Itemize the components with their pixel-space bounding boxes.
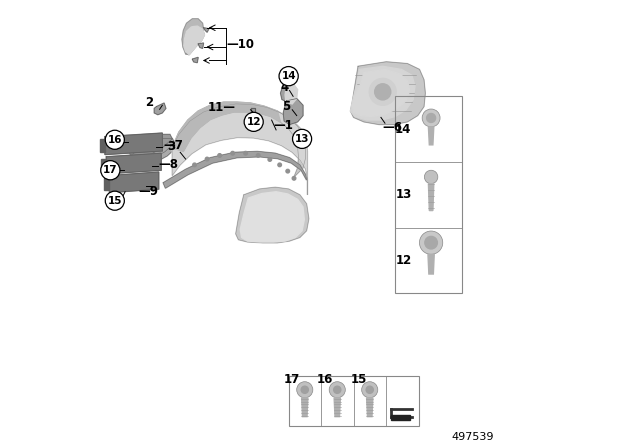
Text: 15: 15: [108, 196, 122, 206]
Circle shape: [333, 386, 341, 393]
Circle shape: [286, 169, 289, 173]
Circle shape: [424, 170, 438, 184]
Polygon shape: [285, 83, 298, 104]
Text: 2: 2: [145, 95, 153, 109]
Polygon shape: [280, 82, 296, 102]
Text: 16: 16: [108, 135, 122, 145]
Text: —7: —7: [163, 139, 183, 152]
Polygon shape: [128, 134, 172, 158]
Circle shape: [292, 177, 296, 180]
Polygon shape: [172, 104, 307, 195]
Text: 14: 14: [395, 123, 412, 136]
Polygon shape: [240, 192, 305, 242]
Text: —10: —10: [227, 38, 255, 52]
Text: 15: 15: [350, 373, 367, 387]
Text: 4: 4: [280, 81, 288, 94]
Polygon shape: [428, 254, 435, 274]
Circle shape: [244, 151, 248, 155]
Polygon shape: [133, 142, 177, 166]
Text: —8: —8: [159, 158, 179, 172]
Polygon shape: [351, 62, 425, 125]
Bar: [289, 376, 419, 426]
Polygon shape: [428, 127, 434, 145]
Polygon shape: [352, 69, 410, 116]
Polygon shape: [131, 138, 175, 162]
Polygon shape: [106, 153, 161, 174]
Text: 497539: 497539: [451, 432, 493, 442]
Polygon shape: [172, 102, 280, 151]
Circle shape: [374, 84, 391, 100]
Circle shape: [419, 231, 443, 254]
Circle shape: [425, 237, 437, 249]
Polygon shape: [367, 398, 373, 417]
Circle shape: [193, 163, 196, 167]
Polygon shape: [172, 102, 306, 177]
Text: 11—: 11—: [208, 101, 236, 114]
Polygon shape: [392, 415, 410, 420]
Circle shape: [369, 78, 396, 105]
Polygon shape: [154, 103, 166, 115]
Polygon shape: [109, 172, 159, 193]
Text: 12: 12: [246, 117, 261, 127]
Text: 17: 17: [284, 373, 300, 387]
Circle shape: [329, 382, 346, 398]
Text: 13: 13: [396, 188, 412, 202]
Circle shape: [297, 382, 313, 398]
Polygon shape: [284, 99, 303, 125]
Polygon shape: [101, 159, 106, 172]
Polygon shape: [198, 43, 204, 48]
Circle shape: [257, 154, 260, 157]
Text: 12: 12: [396, 254, 412, 267]
Text: —9: —9: [139, 185, 159, 198]
Polygon shape: [100, 139, 105, 152]
Polygon shape: [236, 187, 309, 243]
Circle shape: [268, 158, 271, 161]
Text: —6: —6: [383, 121, 403, 134]
Polygon shape: [204, 28, 209, 32]
Circle shape: [366, 386, 373, 393]
Text: 3: 3: [167, 140, 175, 154]
Text: 14: 14: [282, 71, 296, 81]
Polygon shape: [428, 184, 434, 211]
Polygon shape: [163, 151, 307, 188]
Text: 17: 17: [103, 165, 118, 175]
Circle shape: [218, 154, 221, 157]
Polygon shape: [182, 19, 204, 55]
Polygon shape: [251, 108, 255, 116]
Text: 16: 16: [317, 373, 333, 387]
Text: 13: 13: [295, 134, 309, 144]
Circle shape: [205, 157, 209, 161]
Circle shape: [362, 382, 378, 398]
Circle shape: [301, 386, 308, 393]
Polygon shape: [105, 133, 163, 155]
Polygon shape: [334, 398, 340, 417]
Circle shape: [231, 151, 234, 155]
Polygon shape: [184, 26, 204, 55]
Bar: [396, 96, 461, 293]
Polygon shape: [192, 57, 198, 63]
Polygon shape: [351, 66, 415, 120]
Circle shape: [427, 113, 436, 122]
Text: —1: —1: [273, 119, 293, 132]
Polygon shape: [301, 398, 308, 417]
Text: 5: 5: [282, 100, 291, 113]
Circle shape: [278, 163, 282, 167]
Polygon shape: [104, 178, 109, 190]
Circle shape: [422, 109, 440, 127]
